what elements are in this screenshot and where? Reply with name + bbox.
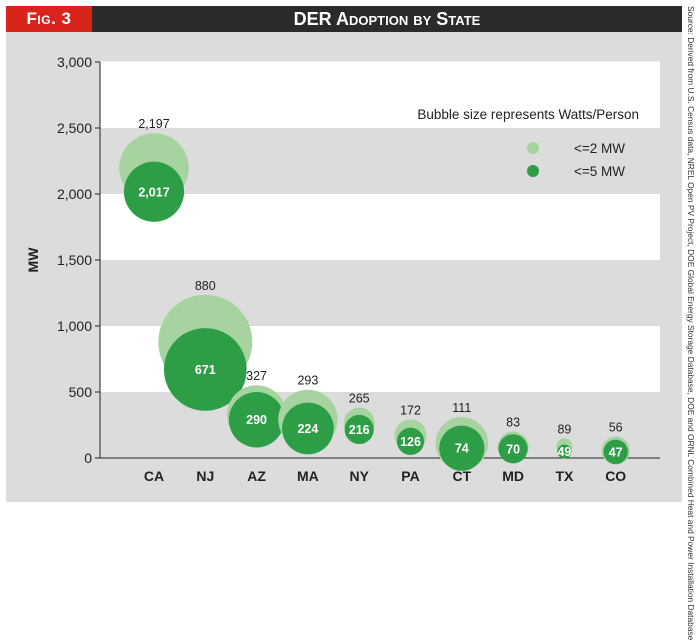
grid-top-line [100,61,660,63]
value-label-dark: 126 [400,435,421,449]
grid-band [100,62,660,128]
bubble-dark [228,391,285,448]
x-category-label: CT [452,468,471,484]
legend-label-dark: <=5 MW [574,164,625,179]
x-category-label: NY [349,468,369,484]
value-label-dark: 224 [297,422,318,436]
x-category-label: NJ [196,468,214,484]
y-tick-label: 2,500 [57,120,92,136]
grid-band [100,194,660,260]
x-category-label: MD [502,468,524,484]
chart-title: DER Adoption by State [293,9,481,29]
y-tick-label: 2,000 [57,186,92,202]
legend-title: Bubble size represents Watts/Person [417,107,639,122]
value-label-light: 83 [506,416,520,430]
y-tick-label: 1,000 [57,318,92,334]
y-tick-label: 500 [69,384,93,400]
bubble-dark [163,328,247,411]
figure-header: Fig. 3 DER Adoption by State [6,6,682,32]
bubble-dark [396,427,425,455]
bubble-dark [498,434,528,464]
y-tick-label: 1,500 [57,252,92,268]
value-label-light: 111 [452,401,471,415]
y-tick-label: 0 [84,450,92,466]
value-label-light: 56 [609,421,623,435]
x-category-label: CO [605,468,626,484]
value-label-light: 172 [400,403,421,417]
value-label-dark: 671 [195,363,216,377]
x-category-label: TX [555,468,574,484]
value-label-light: 265 [349,392,370,406]
bubble-dark [603,439,628,465]
legend-label-light: <=2 MW [574,141,625,156]
bubble-chart: 0 500 1,000 1,500 2,000 2,500 3,000 MW CA NJ AZ MA… [25,54,660,484]
bubble-dark [439,425,485,471]
x-category-label: PA [401,468,419,484]
legend-swatch-light [527,142,539,154]
value-label-light: 293 [297,374,318,388]
x-category-label: AZ [247,468,266,484]
figure-number-badge: Fig. 3 [6,6,92,32]
bubble-dark [344,414,374,445]
value-label-light: 327 [246,369,267,383]
value-label-dark: 290 [246,413,267,427]
y-tick-label: 3,000 [57,54,92,70]
value-label-dark: 47 [609,445,623,459]
y-axis-title: MW [25,247,41,273]
value-label-light: 880 [195,279,216,293]
x-category-label: MA [297,468,319,484]
bubble-dark [282,402,334,455]
value-label-light: 89 [557,422,571,436]
value-label-light: 2,197 [138,117,169,131]
value-label-dark: 74 [455,442,469,456]
bubble-dark [557,444,572,459]
figure-frame: Fig. 3 DER Adoption by State Source: Der… [6,6,696,640]
x-category-label: CA [144,468,164,484]
value-label-dark: 70 [506,442,520,456]
bubble-dark [123,161,185,222]
value-label-dark: 216 [349,423,370,437]
legend-swatch-dark [527,165,539,177]
value-label-dark: 2,017 [138,185,169,199]
value-label-dark: 49 [557,445,571,459]
